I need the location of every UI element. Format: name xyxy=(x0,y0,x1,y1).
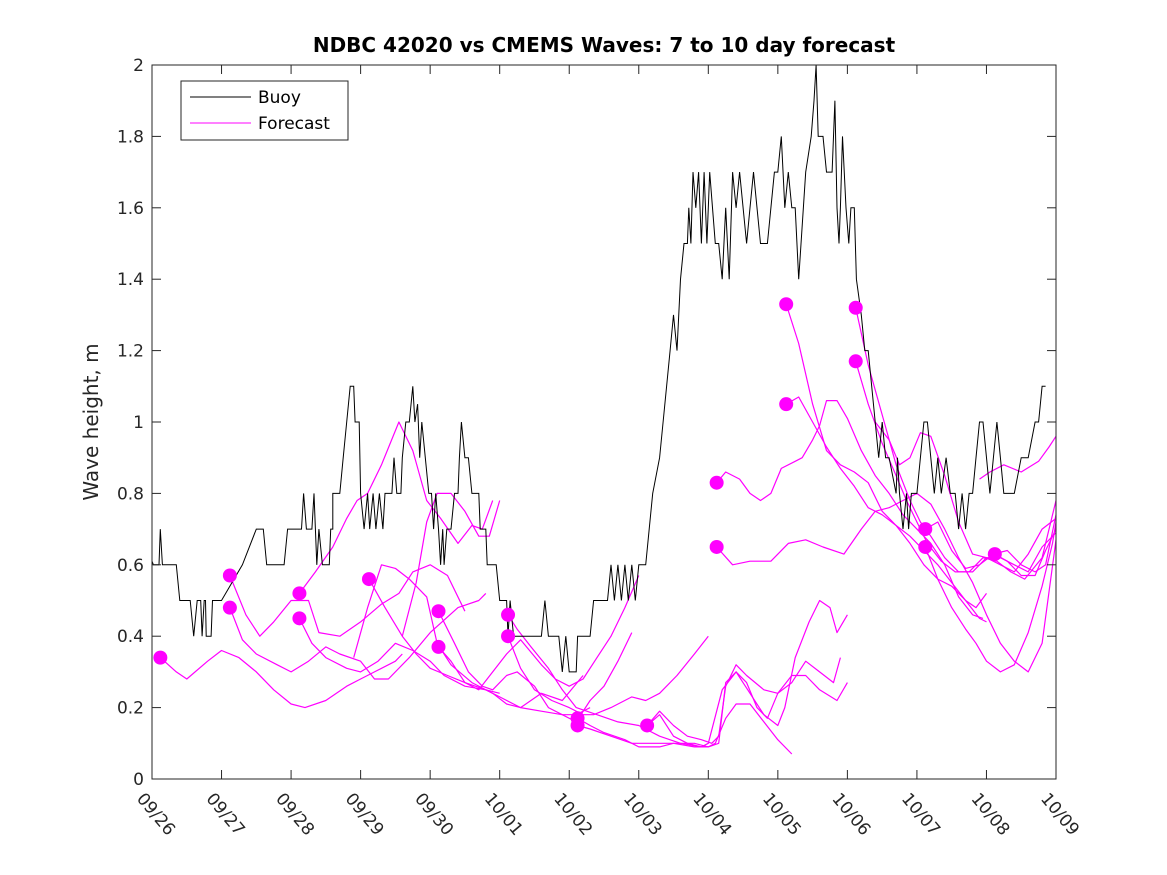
forecast-init-marker xyxy=(501,607,516,622)
forecast-line xyxy=(298,421,494,594)
forecast-line xyxy=(159,649,403,709)
legend-box xyxy=(180,80,349,141)
forecast-line xyxy=(646,657,841,744)
forecast-line xyxy=(437,610,633,723)
forecast-line xyxy=(577,703,793,755)
y-tick-label: 1.4 xyxy=(117,270,144,290)
forecast-init-marker xyxy=(292,611,307,626)
forecast-init-marker xyxy=(918,539,933,554)
forecast-init-marker xyxy=(848,354,863,369)
forecast-line xyxy=(353,564,584,709)
forecast-init-marker xyxy=(640,718,655,733)
y-tick-label: 1.2 xyxy=(117,342,144,362)
y-tick-label: 1 xyxy=(133,413,144,433)
buoy-line xyxy=(151,64,1046,673)
forecast-line xyxy=(507,635,709,716)
forecast-init-markers xyxy=(153,297,1002,733)
forecast-line xyxy=(994,528,1057,577)
axes-background xyxy=(152,65,1056,779)
y-tick-label: 0.2 xyxy=(117,699,144,719)
y-tick-label: 0.4 xyxy=(117,627,144,647)
forecast-line xyxy=(368,578,591,716)
forecast-series xyxy=(159,304,1057,755)
forecast-line xyxy=(229,564,466,637)
chart-title: NDBC 42020 vs CMEMS Waves: 7 to 10 day f… xyxy=(313,33,896,57)
y-axis-label: Wave height, m xyxy=(79,343,103,500)
forecast-init-marker xyxy=(918,522,933,537)
y-tick-label: 2 xyxy=(133,56,144,76)
forecast-line xyxy=(785,304,987,609)
forecast-init-marker xyxy=(431,639,446,654)
forecast-line xyxy=(438,575,640,691)
forecast-line xyxy=(716,492,1057,673)
forecast-init-marker xyxy=(848,300,863,315)
forecast-init-marker xyxy=(709,539,724,554)
forecast-line xyxy=(298,618,500,694)
forecast-init-marker xyxy=(779,297,794,312)
forecast-line xyxy=(716,400,984,619)
plot-area xyxy=(152,65,1056,779)
forecast-init-marker xyxy=(153,650,168,665)
y-axis: 0 0.2 0.4 0.6 0.8 1 1.2 1.4 1.6 1.8 2 xyxy=(117,56,1056,790)
buoy-series xyxy=(151,64,1046,673)
forecast-line xyxy=(979,435,1057,480)
forecast-init-marker xyxy=(361,572,376,587)
forecast-init-marker xyxy=(292,586,307,601)
y-tick-label: 0.8 xyxy=(117,484,144,504)
forecast-line xyxy=(874,421,1057,573)
forecast-line xyxy=(924,521,1057,673)
legend: Buoy Forecast xyxy=(180,80,349,141)
forecast-init-marker xyxy=(501,629,516,644)
forecast-init-marker xyxy=(431,604,446,619)
forecast-line xyxy=(785,396,987,623)
forecast-line xyxy=(229,592,487,680)
legend-buoy-label: Buoy xyxy=(258,88,301,108)
forecast-init-marker xyxy=(222,600,237,615)
forecast-init-marker xyxy=(987,547,1002,562)
forecast-init-marker xyxy=(570,718,585,733)
forecast-init-marker xyxy=(779,397,794,412)
y-tick-label: 0 xyxy=(133,770,144,790)
forecast-line xyxy=(646,599,848,748)
forecast-init-marker xyxy=(222,568,237,583)
y-tick-label: 1.8 xyxy=(117,127,144,147)
y-tick-label: 0.6 xyxy=(117,556,144,576)
forecast-init-marker xyxy=(709,475,724,490)
y-tick-label: 1.6 xyxy=(117,199,144,219)
legend-forecast-label: Forecast xyxy=(258,114,330,134)
